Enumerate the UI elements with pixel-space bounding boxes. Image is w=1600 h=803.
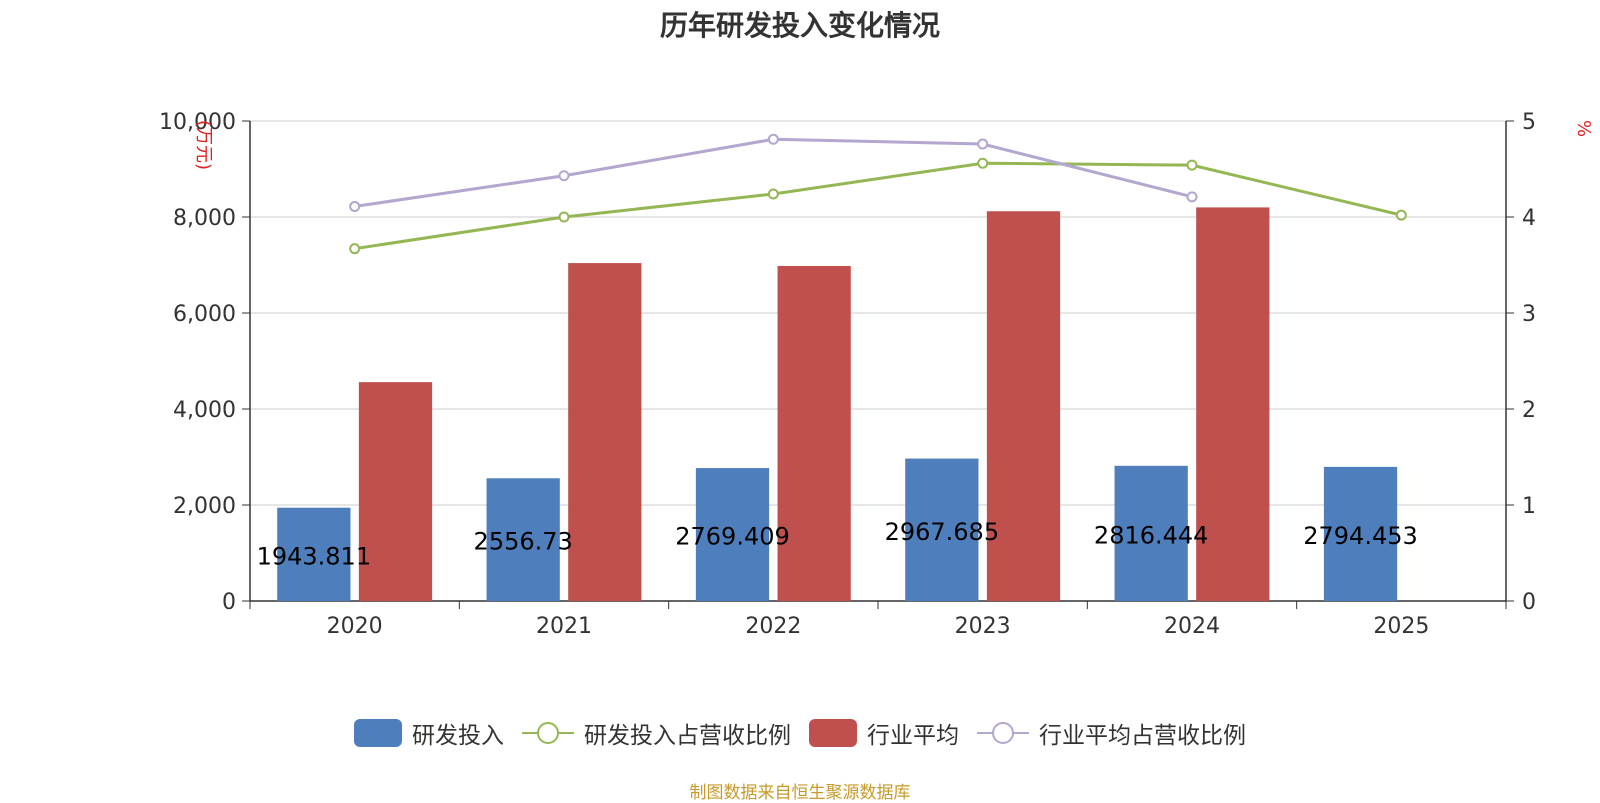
legend-label-industry-avg: 行业平均 bbox=[867, 723, 959, 749]
y-right-unit-label: % bbox=[1573, 120, 1594, 137]
y-right-tick-label: 5 bbox=[1522, 110, 1536, 135]
legend: 研发投入 研发投入占营收比例 行业平均 行业平均占营收比例 bbox=[0, 716, 1600, 750]
bar-rd-investment bbox=[695, 468, 770, 601]
y-left-tick-label: 6,000 bbox=[173, 302, 236, 327]
x-tick-label: 2024 bbox=[1164, 614, 1220, 639]
legend-item-rd-investment[interactable]: 研发投入 bbox=[354, 716, 504, 750]
data-label-rd-investment: 2794.453 bbox=[1303, 522, 1418, 550]
bar-industry-avg bbox=[358, 382, 433, 601]
x-tick-label: 2020 bbox=[327, 614, 383, 639]
bar-industry-avg bbox=[777, 265, 851, 601]
data-label-rd-investment: 2967.685 bbox=[885, 518, 1000, 546]
legend-swatch-industry-ratio bbox=[977, 722, 1029, 744]
bar-rd-investment bbox=[1323, 466, 1398, 601]
y-right-tick-label: 0 bbox=[1522, 590, 1536, 615]
data-label-rd-investment: 2556.73 bbox=[474, 528, 573, 556]
bar-rd-investment bbox=[905, 458, 979, 601]
y-left-tick-label: 10,000 bbox=[159, 110, 236, 135]
line-rd-ratio bbox=[354, 161, 1402, 251]
point-rd-ratio bbox=[977, 157, 989, 169]
point-industry-ratio bbox=[558, 170, 570, 182]
legend-swatch-rd-investment bbox=[354, 719, 402, 747]
data-label-rd-investment: 1943.811 bbox=[257, 542, 372, 570]
x-tick-label: 2022 bbox=[745, 614, 801, 639]
y-right-tick-label: 4 bbox=[1522, 206, 1536, 231]
x-tick-label: 2025 bbox=[1373, 614, 1429, 639]
point-rd-ratio bbox=[349, 243, 361, 255]
point-industry-ratio bbox=[977, 138, 989, 150]
point-rd-ratio bbox=[1395, 209, 1407, 221]
legend-item-industry-avg[interactable]: 行业平均 bbox=[809, 716, 959, 750]
data-label-rd-investment: 2769.409 bbox=[675, 523, 790, 551]
point-industry-ratio bbox=[349, 200, 361, 212]
point-rd-ratio bbox=[767, 188, 779, 200]
data-label-rd-investment: 2816.444 bbox=[1094, 521, 1209, 549]
legend-item-rd-ratio[interactable]: 研发投入占营收比例 bbox=[522, 716, 791, 750]
chart-title: 历年研发投入变化情况 bbox=[659, 9, 940, 42]
bar-industry-avg bbox=[568, 263, 642, 601]
x-tick-label: 2023 bbox=[955, 614, 1011, 639]
bar-rd-investment bbox=[486, 478, 560, 601]
bar-industry-avg bbox=[986, 211, 1061, 602]
y-left-tick-label: 4,000 bbox=[173, 398, 236, 423]
legend-label-rd-investment: 研发投入 bbox=[412, 723, 504, 749]
x-tick-label: 2021 bbox=[536, 614, 592, 639]
y-left-tick-label: 2,000 bbox=[173, 494, 236, 519]
bar-rd-investment bbox=[1114, 465, 1188, 601]
y-left-unit-label: (万元) bbox=[193, 120, 214, 170]
legend-swatch-industry-avg bbox=[809, 719, 857, 747]
y-right-tick-label: 3 bbox=[1522, 302, 1536, 327]
y-right-tick-label: 1 bbox=[1522, 494, 1536, 519]
legend-swatch-rd-ratio bbox=[522, 722, 574, 744]
point-rd-ratio bbox=[558, 211, 570, 223]
legend-label-rd-ratio: 研发投入占营收比例 bbox=[584, 723, 791, 749]
source-note: 制图数据来自恒生聚源数据库 bbox=[689, 783, 911, 803]
y-left-tick-label: 0 bbox=[222, 590, 236, 615]
point-industry-ratio bbox=[767, 133, 779, 145]
point-industry-ratio bbox=[1186, 191, 1198, 203]
legend-item-industry-ratio[interactable]: 行业平均占营收比例 bbox=[977, 716, 1246, 750]
point-rd-ratio bbox=[1186, 159, 1198, 171]
legend-label-industry-ratio: 行业平均占营收比例 bbox=[1039, 723, 1246, 749]
y-left-tick-label: 8,000 bbox=[173, 206, 236, 231]
y-right-tick-label: 2 bbox=[1522, 398, 1536, 423]
bar-industry-avg bbox=[1196, 207, 1270, 601]
bar-rd-investment bbox=[277, 507, 351, 601]
